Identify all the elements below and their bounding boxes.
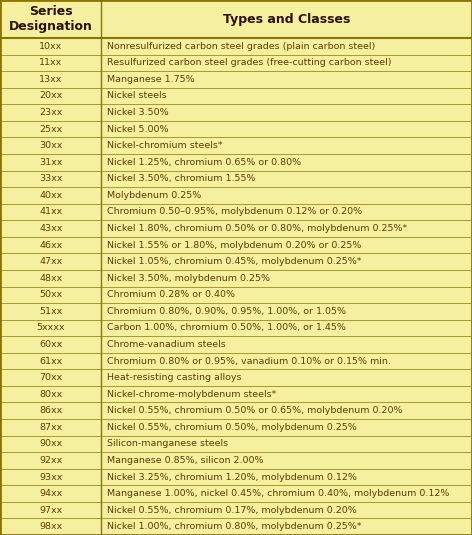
Text: 94xx: 94xx xyxy=(39,489,62,498)
Text: Nickel-chrome-molybdenum steels*: Nickel-chrome-molybdenum steels* xyxy=(108,389,277,399)
Text: 25xx: 25xx xyxy=(39,125,62,134)
Text: Chromium 0.80% or 0.95%, vanadium 0.10% or 0.15% min.: Chromium 0.80% or 0.95%, vanadium 0.10% … xyxy=(108,356,391,365)
Text: 23xx: 23xx xyxy=(39,108,62,117)
Text: 47xx: 47xx xyxy=(39,257,62,266)
Text: Series
Designation: Series Designation xyxy=(9,5,93,33)
Text: Nickel 5.00%: Nickel 5.00% xyxy=(108,125,169,134)
Text: Resulfurized carbon steel grades (free-cutting carbon steel): Resulfurized carbon steel grades (free-c… xyxy=(108,58,392,67)
Text: 5xxxx: 5xxxx xyxy=(36,324,65,332)
Text: Nickel 1.80%, chromium 0.50% or 0.80%, molybdenum 0.25%*: Nickel 1.80%, chromium 0.50% or 0.80%, m… xyxy=(108,224,408,233)
Text: Nickel 0.55%, chromium 0.50% or 0.65%, molybdenum 0.20%: Nickel 0.55%, chromium 0.50% or 0.65%, m… xyxy=(108,406,403,415)
Text: Nickel 3.50%, chromium 1.55%: Nickel 3.50%, chromium 1.55% xyxy=(108,174,256,184)
Text: 40xx: 40xx xyxy=(39,191,62,200)
Text: 90xx: 90xx xyxy=(39,439,62,448)
Text: Chromium 0.80%, 0.90%, 0.95%, 1.00%, or 1.05%: Chromium 0.80%, 0.90%, 0.95%, 1.00%, or … xyxy=(108,307,346,316)
Text: 97xx: 97xx xyxy=(39,506,62,515)
Text: 41xx: 41xx xyxy=(39,208,62,217)
Text: Chromium 0.50–0.95%, molybdenum 0.12% or 0.20%: Chromium 0.50–0.95%, molybdenum 0.12% or… xyxy=(108,208,362,217)
Text: 87xx: 87xx xyxy=(39,423,62,432)
Text: Heat-resisting casting alloys: Heat-resisting casting alloys xyxy=(108,373,242,382)
Text: Nickel 0.55%, chromium 0.17%, molybdenum 0.20%: Nickel 0.55%, chromium 0.17%, molybdenum… xyxy=(108,506,357,515)
Text: 33xx: 33xx xyxy=(39,174,62,184)
Text: 31xx: 31xx xyxy=(39,158,62,167)
Bar xyxy=(0,0,472,38)
Text: 93xx: 93xx xyxy=(39,472,62,482)
Text: 80xx: 80xx xyxy=(39,389,62,399)
Text: 48xx: 48xx xyxy=(39,274,62,282)
Text: 70xx: 70xx xyxy=(39,373,62,382)
Text: 30xx: 30xx xyxy=(39,141,62,150)
Text: 10xx: 10xx xyxy=(39,42,62,51)
Text: 13xx: 13xx xyxy=(39,75,62,84)
Text: Nickel steels: Nickel steels xyxy=(108,91,167,101)
Text: Nickel 1.00%, chromium 0.80%, molybdenum 0.25%*: Nickel 1.00%, chromium 0.80%, molybdenum… xyxy=(108,522,362,531)
Text: 60xx: 60xx xyxy=(39,340,62,349)
Text: Molybdenum 0.25%: Molybdenum 0.25% xyxy=(108,191,202,200)
Text: Nickel-chromium steels*: Nickel-chromium steels* xyxy=(108,141,223,150)
Text: Chrome-vanadium steels: Chrome-vanadium steels xyxy=(108,340,226,349)
Text: 98xx: 98xx xyxy=(39,522,62,531)
Text: 46xx: 46xx xyxy=(39,241,62,250)
Text: 43xx: 43xx xyxy=(39,224,62,233)
Text: Silicon-manganese steels: Silicon-manganese steels xyxy=(108,439,228,448)
Text: 92xx: 92xx xyxy=(39,456,62,465)
Text: 20xx: 20xx xyxy=(39,91,62,101)
Text: Chromium 0.28% or 0.40%: Chromium 0.28% or 0.40% xyxy=(108,291,236,299)
Text: 50xx: 50xx xyxy=(39,291,62,299)
Text: Nickel 3.50%: Nickel 3.50% xyxy=(108,108,169,117)
Text: Nickel 3.25%, chromium 1.20%, molybdenum 0.12%: Nickel 3.25%, chromium 1.20%, molybdenum… xyxy=(108,472,357,482)
Text: Carbon 1.00%, chromium 0.50%, 1.00%, or 1.45%: Carbon 1.00%, chromium 0.50%, 1.00%, or … xyxy=(108,324,346,332)
Text: Types and Classes: Types and Classes xyxy=(223,12,350,26)
Text: Manganese 1.75%: Manganese 1.75% xyxy=(108,75,195,84)
Text: Nickel 1.55% or 1.80%, molybdenum 0.20% or 0.25%: Nickel 1.55% or 1.80%, molybdenum 0.20% … xyxy=(108,241,362,250)
Text: 51xx: 51xx xyxy=(39,307,62,316)
Text: 86xx: 86xx xyxy=(39,406,62,415)
Text: 61xx: 61xx xyxy=(39,356,62,365)
Text: 11xx: 11xx xyxy=(39,58,62,67)
Text: Nickel 1.25%, chromium 0.65% or 0.80%: Nickel 1.25%, chromium 0.65% or 0.80% xyxy=(108,158,302,167)
Text: Manganese 1.00%, nickel 0.45%, chromium 0.40%, molybdenum 0.12%: Manganese 1.00%, nickel 0.45%, chromium … xyxy=(108,489,450,498)
Text: Nickel 3.50%, molybdenum 0.25%: Nickel 3.50%, molybdenum 0.25% xyxy=(108,274,270,282)
Text: Nickel 0.55%, chromium 0.50%, molybdenum 0.25%: Nickel 0.55%, chromium 0.50%, molybdenum… xyxy=(108,423,357,432)
Text: Nickel 1.05%, chromium 0.45%, molybdenum 0.25%*: Nickel 1.05%, chromium 0.45%, molybdenum… xyxy=(108,257,362,266)
Text: Nonresulfurized carbon steel grades (plain carbon steel): Nonresulfurized carbon steel grades (pla… xyxy=(108,42,376,51)
Text: Manganese 0.85%, silicon 2.00%: Manganese 0.85%, silicon 2.00% xyxy=(108,456,264,465)
